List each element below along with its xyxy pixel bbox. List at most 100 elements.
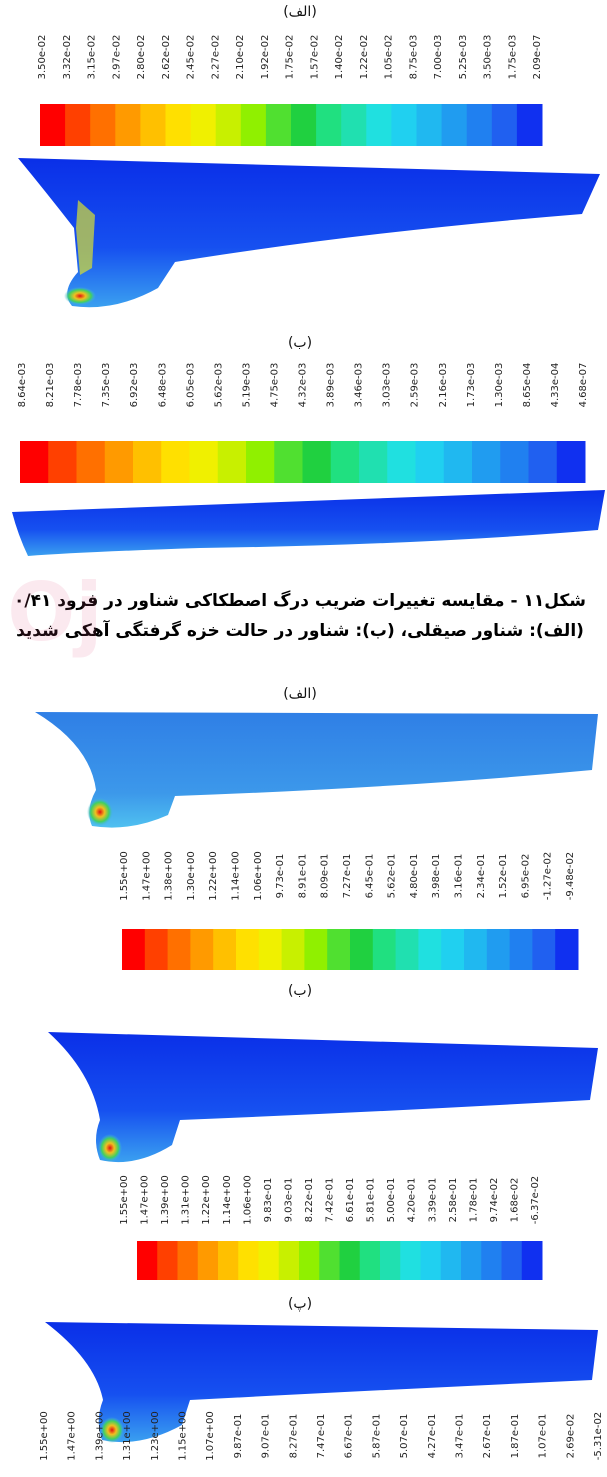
- hull: [18, 158, 600, 308]
- colorbar-segment: [418, 929, 442, 970]
- colorbar-segment: [299, 1241, 320, 1280]
- colorbar-segment: [461, 1241, 482, 1280]
- colorbar-segment: [464, 929, 488, 970]
- colorbar-segment: [387, 441, 416, 483]
- colorbar-tick-label: 7.78e-03: [73, 363, 84, 408]
- colorbar-tick-label: 1.47e+00: [140, 1175, 151, 1225]
- colorbar-tick-label: 5.62e-01: [387, 854, 398, 899]
- colorbar-tick-label: 8.91e-01: [297, 854, 308, 899]
- colorbar-tick-label: 1.31e+00: [122, 1411, 133, 1461]
- panel-label: (الف): [283, 686, 317, 702]
- colorbar-tick-label: 1.31e+00: [181, 1175, 192, 1225]
- colorbar-segment: [339, 1241, 361, 1280]
- colorbar-tick-label: 1.55e+00: [119, 851, 130, 901]
- colorbar-segment: [48, 441, 77, 483]
- colorbar-segment: [443, 441, 473, 483]
- colorbar-segment: [133, 441, 162, 483]
- colorbar-segment: [76, 441, 106, 483]
- colorbar-tick-label: 6.95e-02: [520, 854, 531, 899]
- colorbar-tick-label: 6.92e-03: [129, 363, 140, 408]
- colorbar-segment: [20, 441, 49, 483]
- colorbar-tick-label: 1.75e-02: [285, 35, 296, 80]
- colorbar-segment: [486, 929, 511, 970]
- colorbar-segment: [161, 441, 190, 483]
- colorbar-tick-label: 3.03e-03: [382, 363, 393, 408]
- colorbar-tick-label: 5.07e-01: [399, 1414, 410, 1459]
- colorbar-tick-label: 4.75e-03: [269, 363, 280, 408]
- colorbar-segment: [391, 104, 417, 146]
- colorbar-tick-label: 1.05e-02: [384, 35, 395, 80]
- colorbar-segment: [528, 441, 558, 483]
- colorbar-tick-label: 1.39e+00: [160, 1175, 171, 1225]
- colorbar-segment: [330, 441, 360, 483]
- colorbar-tick-label: 2.67e-01: [482, 1414, 493, 1459]
- colorbar-segment: [341, 104, 367, 146]
- colorbar-segment: [501, 1241, 523, 1280]
- colorbar-tick-label: 8.22e-01: [304, 1178, 315, 1223]
- colorbar-tick-label: 6.05e-03: [185, 363, 196, 408]
- colorbar-segment: [359, 1241, 381, 1280]
- colorbar-segment: [165, 104, 192, 146]
- colorbar-tick-label: 9.03e-01: [283, 1178, 294, 1223]
- hull: [48, 1032, 598, 1163]
- colorbar-segment: [440, 1241, 462, 1280]
- colorbar-tick-label: 4.33e-04: [550, 363, 561, 408]
- colorbar-segment: [137, 1241, 158, 1280]
- colorbar-tick-label: 5.00e-01: [386, 1178, 397, 1223]
- panel-label: (ب): [288, 983, 312, 999]
- colorbar-tick-label: 2.97e-02: [111, 35, 122, 80]
- colorbar-segment: [400, 1241, 421, 1280]
- colorbar-tick-label: 4.32e-03: [298, 363, 309, 408]
- colorbar-segment: [366, 104, 392, 146]
- colorbar-tick-label: 7.42e-01: [325, 1178, 336, 1223]
- colorbar-segment: [415, 441, 445, 483]
- colorbar-tick-label: 4.80e-01: [409, 854, 420, 899]
- colorbar-tick-label: 3.98e-01: [431, 854, 442, 899]
- hull-highlight: [76, 200, 95, 275]
- colorbar-tick-label: 8.27e-01: [288, 1414, 299, 1459]
- colorbar-tick-label: 3.89e-03: [326, 363, 337, 408]
- colorbar-tick-label: 9.07e-01: [261, 1414, 272, 1459]
- colorbar-tick-label: 4.68e-07: [578, 363, 589, 408]
- colorbar-segment: [140, 104, 166, 146]
- colorbar-tick-label: 1.38e+00: [164, 851, 175, 901]
- hot-spot: [87, 798, 113, 826]
- colorbar-segment: [177, 1241, 199, 1280]
- colorbar-tick-label: 8.65e-04: [522, 363, 533, 408]
- colorbar-tick-label: 7.47e-01: [316, 1414, 327, 1459]
- colorbar-tick-label: 8.09e-01: [320, 854, 331, 899]
- colorbar-tick-label: 2.45e-02: [186, 35, 197, 80]
- hull: [12, 490, 605, 556]
- colorbar-tick-label: 1.55e+00: [39, 1411, 50, 1461]
- colorbar-segment: [302, 441, 332, 483]
- colorbar-segment: [556, 441, 586, 483]
- colorbar-segment: [516, 104, 543, 146]
- colorbar-segment: [217, 441, 247, 483]
- colorbar-segment: [472, 441, 501, 483]
- colorbar-tick-label: 3.50e-03: [483, 35, 494, 80]
- hull: [45, 1322, 598, 1443]
- colorbar-segment: [246, 441, 275, 483]
- colorbar-segment: [466, 104, 493, 146]
- colorbar-tick-label: 7.00e-03: [433, 35, 444, 80]
- colorbar-segment: [304, 929, 328, 970]
- hot-spot: [98, 1134, 122, 1162]
- colorbar-tick-label: -5.31e-02: [593, 1412, 604, 1460]
- colorbar-tick-label: 9.87e-01: [233, 1414, 244, 1459]
- colorbar-tick-label: 1.22e+00: [201, 1175, 212, 1225]
- colorbar-tick-label: 1.07e-01: [538, 1414, 549, 1459]
- colorbar-tick-label: 8.21e-03: [45, 363, 56, 408]
- colorbar-tick-label: 6.67e-01: [344, 1414, 355, 1459]
- colorbar-tick-label: 5.81e-01: [366, 1178, 377, 1223]
- colorbar-segment: [319, 1241, 340, 1280]
- colorbar-segment: [291, 104, 317, 146]
- colorbar-tick-label: 1.40e-02: [334, 35, 345, 80]
- colorbar-segment: [218, 1241, 239, 1280]
- colorbar-tick-label: 1.47e+00: [67, 1411, 78, 1461]
- panel-label: (الف): [283, 4, 317, 20]
- colorbar-tick-label: 6.45e-01: [364, 854, 375, 899]
- colorbar-tick-label: 2.58e-01: [448, 1178, 459, 1223]
- colorbar-tick-label: 3.32e-02: [62, 35, 73, 80]
- colorbar-tick-label: 3.47e-01: [455, 1414, 466, 1459]
- colorbar-tick-label: 3.50e-02: [37, 35, 48, 80]
